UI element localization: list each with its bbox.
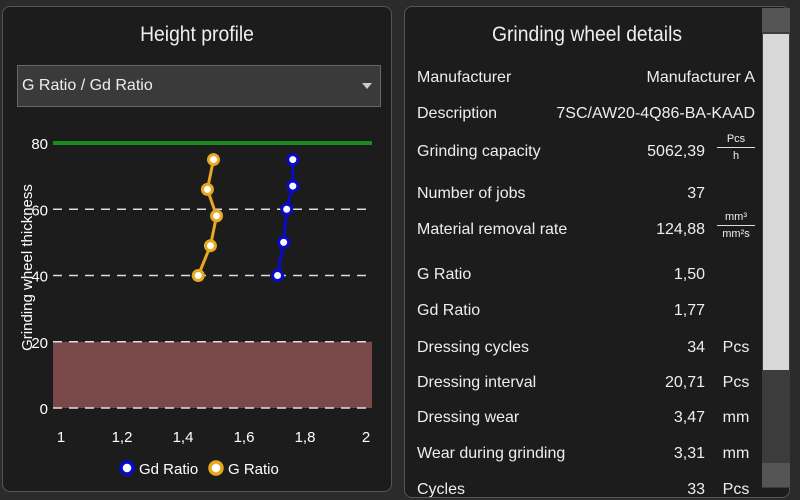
legend-marker [208,460,224,476]
data-point [286,153,300,167]
detail-label: Wear during grinding [417,445,566,462]
x-tick-label: 1 [57,429,65,446]
panel-title: Height profile [140,23,254,46]
detail-label: Manufacturer [417,69,512,86]
detail-value: 34 [687,339,705,356]
detail-label: Number of jobs [417,185,526,202]
legend-label: Gd Ratio [139,461,198,478]
scroll-up-button[interactable] [762,8,790,32]
data-point [280,202,294,216]
y-tick-label: 60 [31,202,48,219]
series-line [276,159,295,276]
detail-value: 3,47 [673,409,705,426]
data-point [271,269,285,282]
detail-unit: mm [722,409,750,426]
chevron-down-icon [362,83,372,89]
data-point [200,182,214,196]
detail-unit: Pcs [722,339,750,356]
legend-marker [119,460,135,476]
data-point [203,239,217,253]
x-tick-label: 1,6 [234,429,255,446]
detail-value: 7SC/AW20-4Q86-BA-KAAD [556,105,755,122]
x-tick-label: 1,4 [173,429,194,446]
scrollbar[interactable] [762,8,790,488]
detail-value: 20,71 [664,374,705,391]
grinding-wheel-details-panel: Grinding wheel details Manufacturer Manuf… [404,6,790,498]
height-profile-chart: 0 20 40 60 80 1 1,2 1,4 1,6 1,8 2 Grinding wheel th… [19,136,372,478]
detail-unit: Pcs [722,374,750,391]
detail-value: 33 [687,481,705,498]
detail-label: Material removal rate [417,221,568,238]
data-point [210,209,224,223]
detail-value: 3,31 [673,445,705,462]
unit-numerator: Pcs [717,133,755,148]
ratio-dropdown[interactable]: G Ratio / Gd Ratio [17,65,381,107]
critical-band [53,341,372,408]
scroll-down-button[interactable] [762,463,790,487]
detail-value: 37 [687,185,705,202]
data-point [191,269,205,282]
data-point [277,235,291,249]
dropdown-value: G Ratio / Gd Ratio [22,77,153,94]
scrollbar-thumb[interactable] [763,34,789,370]
unit-denominator: h [732,150,740,162]
detail-label: Dressing wear [417,409,520,426]
detail-label: Dressing interval [417,374,537,391]
detail-value: 5062,39 [647,143,705,160]
detail-value: 1,77 [673,302,705,319]
detail-label: G Ratio [417,266,472,283]
detail-label: Grinding capacity [417,143,541,160]
panel-title: Grinding wheel details [491,23,683,46]
detail-unit-fraction: mm³ mm²s [717,211,755,240]
detail-label: Description [417,105,498,122]
x-tick-label: 2 [362,429,370,446]
detail-value: Manufacturer A [646,69,756,86]
x-tick-label: 1,2 [112,429,133,446]
y-tick-label: 20 [31,335,48,352]
detail-unit-fraction: Pcs h [717,133,755,162]
unit-numerator: mm³ [717,211,755,226]
legend-label: G Ratio [228,461,279,478]
y-tick-label: 40 [31,269,48,286]
detail-value: 124,88 [656,221,705,238]
detail-unit: Pcs [722,481,750,498]
data-point [207,153,220,167]
detail-label: Gd Ratio [417,302,481,319]
y-tick-label: 0 [40,401,48,418]
detail-value: 1,50 [673,266,705,283]
detail-unit: mm [722,445,750,462]
detail-label: Dressing cycles [417,339,530,356]
detail-label: Cycles [417,481,466,498]
y-tick-label: 80 [31,136,48,153]
data-point [286,179,300,193]
height-profile-panel: Height profile G Ratio / Gd Ratio 0 20 40 6… [2,6,392,492]
y-axis-label: Grinding wheel thickness [19,184,36,351]
unit-denominator: mm²s [722,228,750,240]
x-tick-label: 1,8 [295,429,316,446]
